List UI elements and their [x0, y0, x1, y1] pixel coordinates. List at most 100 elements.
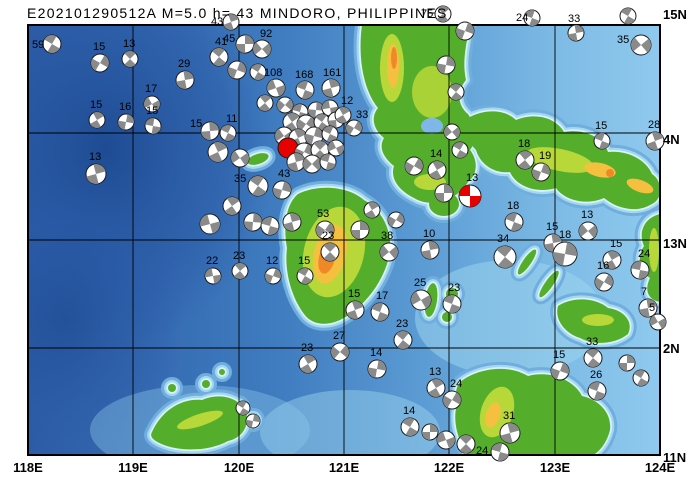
beachball-quadrants [328, 140, 344, 156]
lon-label-122e: 122E [433, 460, 465, 475]
beachball-quadrants [421, 241, 439, 259]
beachball-quadrants [44, 35, 60, 53]
beachball-quadrants [261, 217, 279, 235]
beachball-quadrants [500, 423, 520, 443]
beachball-depth-label: 13 [466, 172, 478, 184]
beachball-quadrants [650, 315, 666, 329]
beachball-depth-label: 24 [516, 12, 528, 24]
beachball-quadrants [646, 132, 664, 150]
beachball-quadrants [505, 213, 523, 231]
beachball [436, 430, 456, 450]
beachball-quadrants [90, 112, 104, 128]
beachball [235, 400, 251, 416]
beachball [367, 359, 387, 379]
beachball-quadrants [205, 268, 221, 284]
beachball [230, 148, 250, 168]
beachball [117, 113, 135, 131]
beachball [379, 242, 399, 262]
beachball-depth-label: 13 [581, 209, 593, 221]
beachball [295, 80, 315, 100]
beachball [199, 213, 221, 235]
beachball-quadrants [267, 79, 285, 97]
beachball [370, 302, 390, 322]
beachball [315, 220, 335, 240]
map-title: E202101290512A M=5.0 h= 43 MINDORO, PHIL… [27, 5, 448, 21]
beachball-quadrants [428, 379, 444, 397]
beachball-quadrants [336, 107, 350, 123]
lon-label-119e: 119E [118, 460, 148, 475]
beachball-quadrants [553, 242, 577, 266]
beachball [222, 196, 242, 216]
beachball [451, 141, 469, 159]
beachball [393, 330, 413, 350]
beachball-depth-label: 43 [211, 16, 223, 28]
lon-label-121e: 121E [328, 460, 360, 475]
beachball-quadrants [322, 79, 340, 97]
beachball-quadrants [444, 125, 460, 139]
beachball-quadrants [594, 133, 610, 149]
beachball-depth-label: 14 [370, 347, 382, 359]
beachball-quadrants [145, 118, 161, 134]
beachball [256, 94, 274, 112]
beachball [400, 417, 420, 437]
beachball [455, 21, 475, 41]
beachball-quadrants [200, 214, 220, 234]
beachball-quadrants [388, 213, 404, 227]
beachball-depth-label: 75 [421, 8, 433, 20]
beachball-quadrants [86, 164, 106, 184]
beachball [523, 9, 541, 27]
beachball [200, 121, 220, 141]
beachball [531, 162, 551, 182]
beachball [421, 423, 439, 441]
beachball-quadrants [453, 142, 467, 158]
beachball-quadrants [316, 222, 334, 238]
beachball-depth-label: 15 [553, 349, 565, 361]
beachball-depth-label: 18 [507, 200, 519, 212]
beachball-depth-label: 31 [503, 410, 515, 422]
beachball [493, 245, 517, 269]
beachball [207, 141, 229, 163]
lon-label-123e: 123E [539, 460, 571, 475]
beachball [602, 250, 622, 270]
beachball-quadrants [371, 303, 389, 321]
beachball-quadrants [443, 392, 461, 408]
beachball-depth-label: 24 [476, 445, 488, 457]
beachball [587, 381, 607, 401]
beachball-quadrants [456, 22, 474, 40]
beachball-depth-label: 43 [278, 168, 290, 180]
beachball-quadrants [91, 55, 109, 71]
beachball [88, 111, 106, 129]
beachball-quadrants [544, 234, 562, 252]
beachball-depth-label: 23 [233, 250, 245, 262]
beachball-depth-label: 59 [32, 39, 44, 51]
lon-label-118e: 118E [13, 460, 43, 475]
beachball-quadrants [604, 251, 620, 269]
beachball-quadrants [551, 362, 569, 380]
beachball [619, 7, 637, 25]
beachball-depth-label: 14 [430, 148, 442, 160]
beachball-depth-label: 15 [348, 288, 360, 300]
lat-label-2n: 2N [663, 341, 680, 356]
beachball [645, 131, 665, 151]
beachball-quadrants [201, 122, 219, 140]
beachball-quadrants [346, 301, 364, 319]
beachball-depth-label: 161 [323, 67, 341, 79]
beachball [260, 216, 280, 236]
beachball-quadrants [631, 37, 651, 53]
beachball [583, 348, 603, 368]
beachball-depth-label: 15 [610, 238, 622, 250]
beachball [266, 78, 286, 98]
beachball [249, 63, 267, 81]
beachball-depth-label: 17 [376, 290, 388, 302]
beachball [345, 119, 363, 137]
beachball-depth-label: 24 [638, 248, 650, 260]
beachball [302, 154, 322, 174]
beachball-quadrants [429, 161, 445, 179]
lon-label-124e: 124E [644, 460, 676, 475]
beachball-quadrants [595, 274, 613, 290]
beachball-depth-label: 34 [497, 233, 509, 245]
beachball-quadrants [323, 243, 337, 261]
beachball [320, 242, 340, 262]
beachball [204, 267, 222, 285]
beachball [387, 211, 405, 229]
